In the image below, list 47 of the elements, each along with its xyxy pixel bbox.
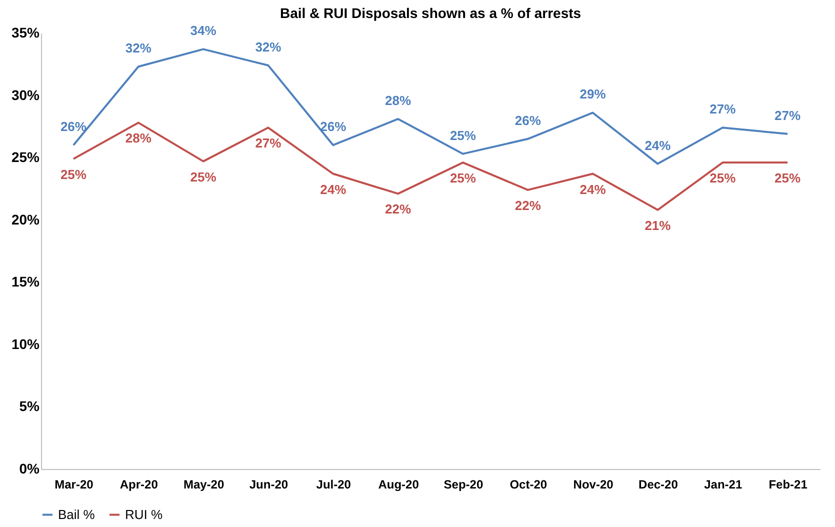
x-tick-label: Apr-20	[120, 478, 158, 492]
data-label: 25%	[450, 128, 476, 143]
x-tick-label: May-20	[183, 478, 224, 492]
x-tick-label: Mar-20	[54, 478, 94, 492]
y-tick-label: 35%	[11, 24, 40, 40]
legend-label: Bail %	[58, 506, 96, 522]
data-label: 25%	[774, 170, 801, 186]
data-label: 29%	[580, 86, 606, 102]
legend-label: RUI %	[125, 506, 163, 522]
data-label: 26%	[60, 119, 87, 134]
x-tick-label: Feb-21	[768, 478, 808, 492]
x-tick-label: Oct-20	[510, 478, 548, 492]
y-tick-label: 30%	[11, 86, 40, 103]
x-tick-label: Dec-20	[638, 478, 678, 492]
data-label: 32%	[255, 39, 282, 54]
data-label: 26%	[320, 119, 347, 134]
data-label: 27%	[255, 136, 282, 151]
data-label: 21%	[644, 218, 672, 233]
x-tick-label: Nov-20	[573, 478, 614, 492]
data-label: 22%	[514, 198, 542, 213]
x-tick-label: Aug-20	[378, 478, 420, 492]
data-label: 34%	[190, 23, 217, 38]
data-label: 24%	[320, 182, 347, 197]
data-label: 27%	[774, 108, 801, 123]
data-label: 24%	[580, 182, 606, 197]
data-label: 25%	[60, 166, 87, 182]
data-label: 22%	[385, 202, 412, 217]
y-tick-label: 0%	[19, 460, 40, 476]
y-tick-label: 15%	[11, 274, 40, 290]
data-label: 27%	[710, 102, 736, 117]
chart-title: Bail & RUI Disposals shown as a % of arrests	[280, 5, 582, 22]
data-label: 32%	[125, 40, 152, 56]
y-tick-label: 10%	[11, 336, 40, 352]
data-label: 25%	[190, 169, 217, 184]
data-label: 26%	[514, 112, 542, 128]
y-tick-label: 25%	[11, 149, 40, 166]
data-label: 28%	[125, 130, 152, 146]
data-label: 25%	[450, 170, 476, 186]
x-tick-label: Jun-20	[249, 478, 288, 492]
data-label: 25%	[710, 170, 736, 186]
data-label: 24%	[644, 138, 672, 153]
x-tick-label: Jan-21	[704, 478, 742, 492]
y-tick-label: 20%	[11, 211, 40, 228]
data-label: 28%	[385, 92, 412, 108]
y-tick-label: 5%	[19, 398, 40, 414]
x-tick-label: Sep-20	[444, 478, 484, 492]
x-tick-label: Jul-20	[316, 478, 352, 492]
